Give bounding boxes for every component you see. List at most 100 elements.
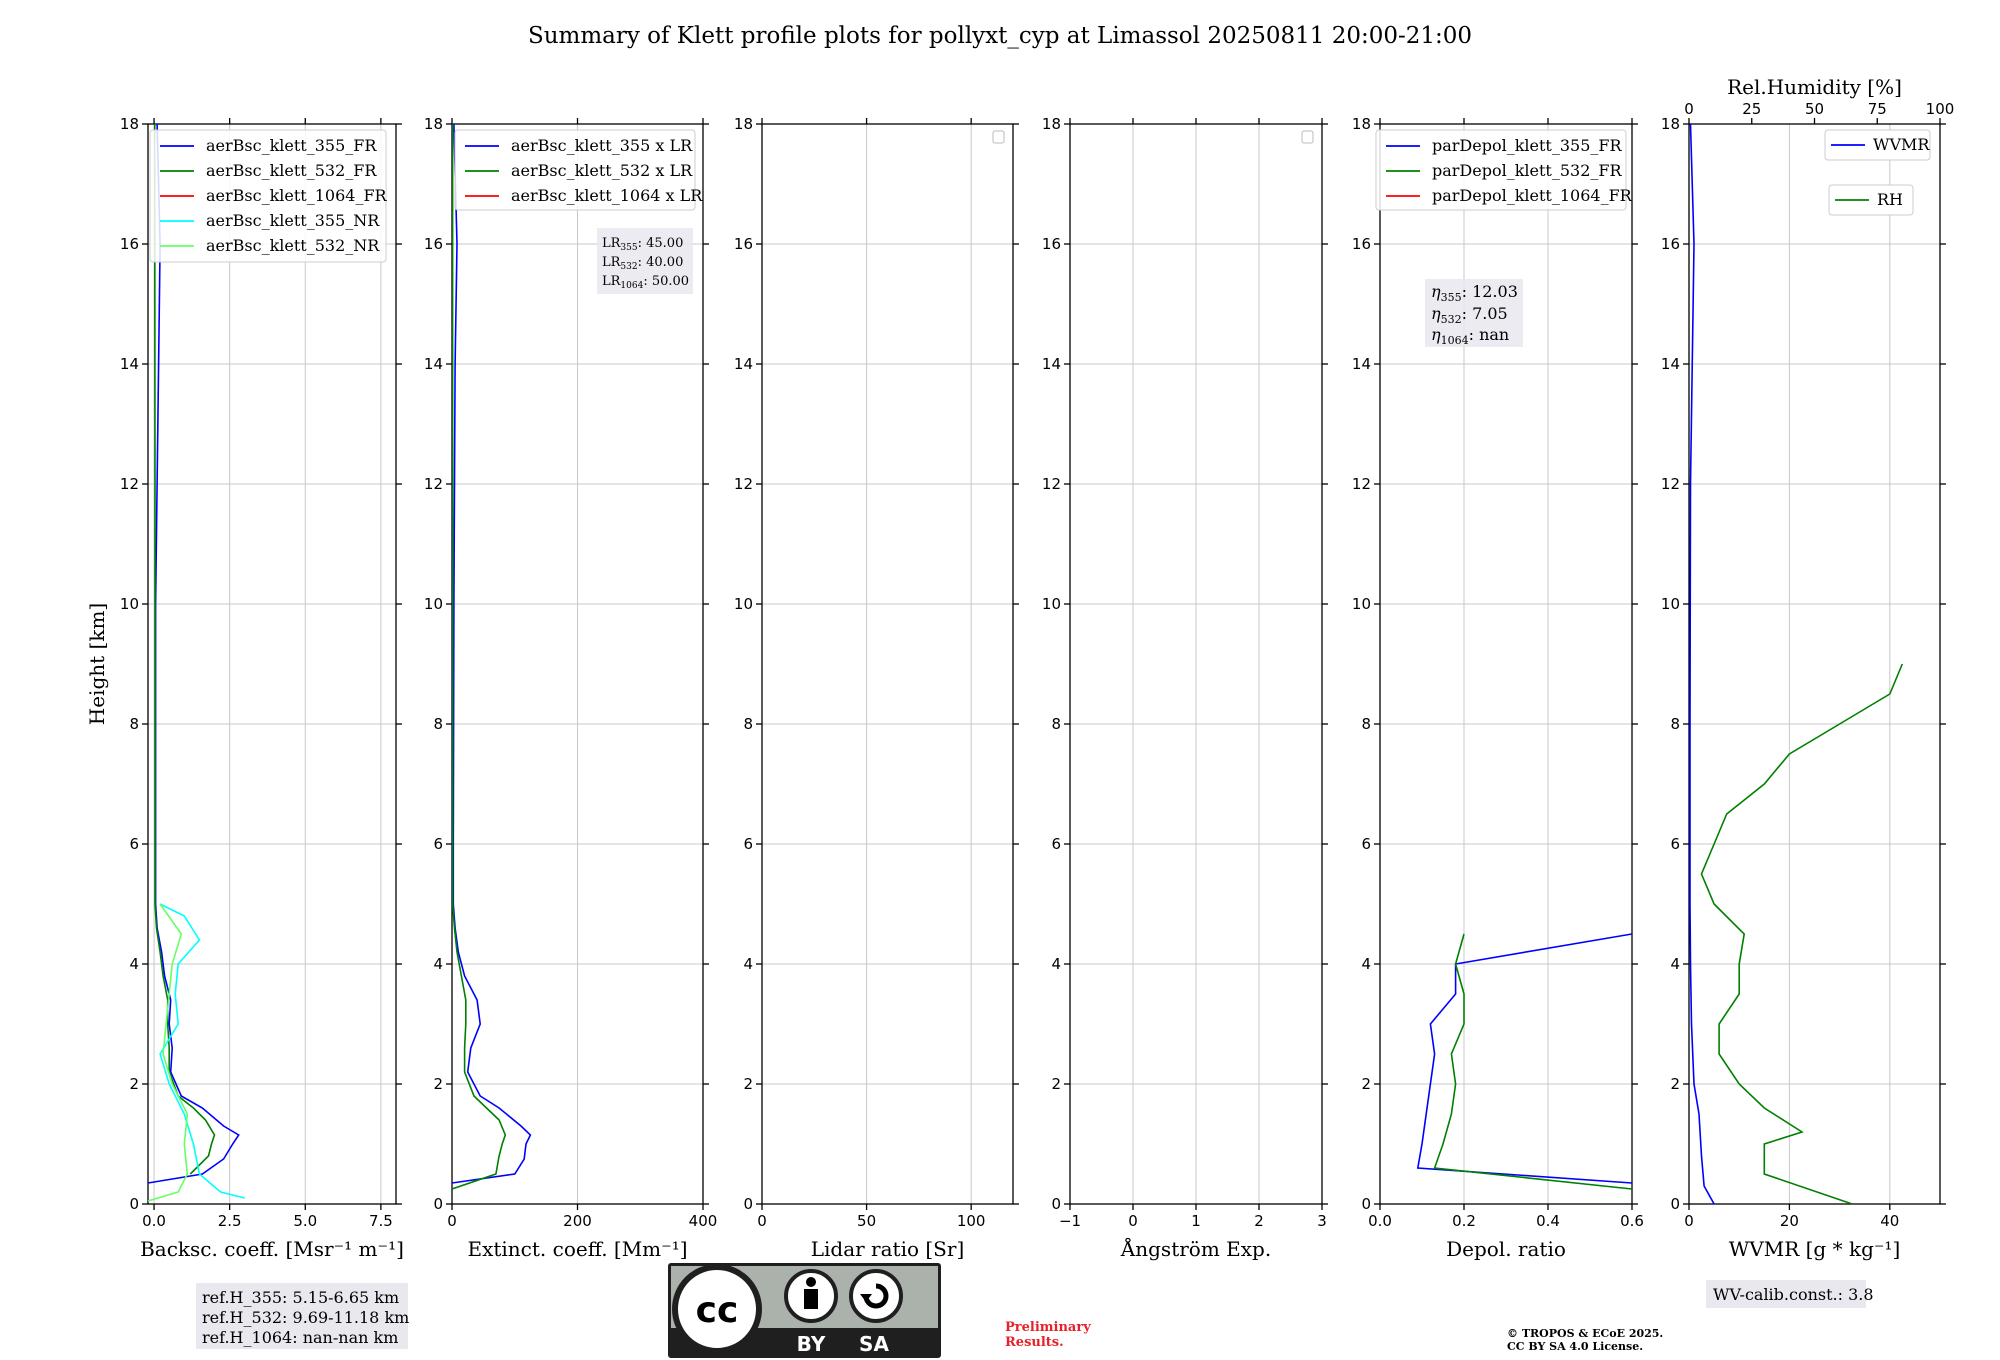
y-tick-label: 4 (1051, 955, 1061, 973)
y-tick-label: 0 (433, 1195, 443, 1213)
axes-frame (762, 124, 1013, 1204)
y-tick-label: 12 (1661, 475, 1680, 493)
empty-legend-box (1302, 131, 1313, 143)
y-tick-label: 6 (433, 835, 443, 853)
y-tick-label: 4 (743, 955, 753, 973)
y-tick-label: 4 (1670, 955, 1680, 973)
panel-lidar_ratio: 0 2 4 6 8 10 12 14 16 18 0 50 100 Lidar ratio [Sr] (734, 115, 1019, 1261)
empty-legend-box (993, 131, 1004, 143)
y-tick-label: 6 (129, 835, 139, 853)
y-tick-label: 12 (1352, 475, 1371, 493)
series-line-aerBsc_klett_355_FR (148, 124, 239, 1183)
y-tick-label: 4 (433, 955, 443, 973)
figure-title: Summary of Klett profile plots for polly… (528, 23, 1472, 49)
top-x-tick-label: 100 (1926, 100, 1955, 118)
top-x-tick-label: 0 (1684, 100, 1694, 118)
panel-wvmr: 0246810121416180 20 400 25 50 75 100Rel.Humidi… (1661, 75, 1954, 1261)
legend-label: aerBsc_klett_355_FR (206, 136, 377, 155)
top-x-axis-label: Rel.Humidity [%] (1727, 75, 1902, 99)
x-tick-label: −1 (1059, 1212, 1081, 1230)
ref-h-532: ref.H_532: 9.69-11.18 km (202, 1308, 409, 1327)
y-tick-label: 14 (424, 355, 443, 373)
x-tick-label: 0 (1128, 1212, 1138, 1230)
series-line-aerBsc_klett_355 x LR (452, 124, 530, 1183)
y-tick-label: 12 (424, 475, 443, 493)
y-tick-label: 2 (1361, 1075, 1371, 1093)
y-tick-label: 2 (743, 1075, 753, 1093)
x-tick-label: 1 (1191, 1212, 1201, 1230)
axes-frame (148, 124, 396, 1204)
y-tick-label: 12 (734, 475, 753, 493)
y-tick-label: 16 (1661, 235, 1680, 253)
x-tick-label: 7.5 (369, 1212, 393, 1230)
y-tick-label: 10 (1352, 595, 1371, 613)
series-line-parDepol_klett_355_FR (1418, 934, 1632, 1183)
top-x-tick-label: 25 (1742, 100, 1761, 118)
y-tick-label: 12 (1042, 475, 1061, 493)
legend-label: aerBsc_klett_1064 x LR (511, 186, 703, 205)
y-tick-label: 18 (1352, 115, 1371, 133)
series-line-WVMR (1690, 124, 1714, 1204)
y-tick-label: 2 (129, 1075, 139, 1093)
y-tick-label: 0 (1051, 1195, 1061, 1213)
x-tick-label: 0 (1684, 1212, 1694, 1230)
y-tick-label: 8 (743, 715, 753, 733)
y-tick-label: 16 (1352, 235, 1371, 253)
eta-355-value: : 12.03 (1462, 282, 1518, 301)
x-axis-label: Lidar ratio [Sr] (811, 1237, 965, 1261)
y-tick-label: 14 (1042, 355, 1061, 373)
cc-logo-text: cc (696, 1290, 739, 1331)
lr-532-value: : 40.00 (638, 255, 684, 270)
y-tick-label: 14 (1352, 355, 1371, 373)
y-tick-label: 16 (1042, 235, 1061, 253)
x-tick-label: 0.4 (1536, 1212, 1560, 1230)
y-tick-label: 8 (1361, 715, 1371, 733)
y-tick-label: 10 (424, 595, 443, 613)
x-tick-label: 0.2 (1452, 1212, 1476, 1230)
cc-license-badge: cc BY SA (668, 1263, 941, 1358)
x-axis-label: WVMR [g * kg⁻¹] (1729, 1237, 1901, 1261)
x-tick-label: 0 (757, 1212, 767, 1230)
lr-532-label: LR532: 40.00 (602, 255, 683, 272)
eta-532-value: : 7.05 (1462, 304, 1508, 323)
legend-label: aerBsc_klett_532_FR (206, 161, 377, 180)
y-tick-label: 8 (433, 715, 443, 733)
x-axis-label: Ångström Exp. (1120, 1236, 1271, 1261)
y-tick-label: 6 (1670, 835, 1680, 853)
y-tick-label: 8 (1051, 715, 1061, 733)
y-tick-label: 8 (1670, 715, 1680, 733)
y-tick-label: 14 (734, 355, 753, 373)
y-tick-label: 12 (120, 475, 139, 493)
x-tick-label: 40 (1880, 1212, 1899, 1230)
x-tick-label: 2 (1254, 1212, 1264, 1230)
legend-label: parDepol_klett_355_FR (1432, 136, 1623, 155)
y-tick-label: 18 (1042, 115, 1061, 133)
ref-height-box: ref.H_355: 5.15-6.65 km ref.H_532: 9.69-… (196, 1283, 409, 1349)
legend-RH: RH (1829, 185, 1913, 215)
x-axis-label: Depol. ratio (1446, 1237, 1566, 1261)
x-tick-label: 100 (957, 1212, 986, 1230)
legend-label: aerBsc_klett_1064_FR (206, 186, 388, 205)
y-tick-label: 0 (1670, 1195, 1680, 1213)
sa-label: SA (859, 1332, 889, 1356)
lidar-ratio-box: LR355: 45.00 LR532: 40.00 LR1064: 50.00 (597, 228, 693, 294)
y-tick-label: 0 (129, 1195, 139, 1213)
legend-label: parDepol_klett_1064_FR (1432, 186, 1633, 205)
y-tick-label: 14 (120, 355, 139, 373)
preliminary-line1: Preliminary (1005, 1320, 1091, 1335)
panel-backscatter: 0246810121416180.0 2.5 5.0 7.5Backsc. coeff… (85, 115, 404, 1261)
legend: parDepol_klett_355_FR parDepol_klett_532_… (1376, 130, 1633, 210)
sa-share-icon (851, 1271, 901, 1321)
by-label: BY (797, 1332, 826, 1356)
x-tick-label: 0.0 (142, 1212, 166, 1230)
wv-calib-box: WV-calib.const.: 3.8 (1706, 1280, 1874, 1308)
top-x-tick-label: 50 (1805, 100, 1824, 118)
y-tick-label: 4 (1361, 955, 1371, 973)
wv-calib-const: WV-calib.const.: 3.8 (1713, 1285, 1874, 1304)
y-tick-label: 4 (129, 955, 139, 973)
lr-1064-value: : 50.00 (643, 274, 689, 289)
legend-label: aerBsc_klett_532 x LR (511, 161, 693, 180)
x-tick-label: 20 (1780, 1212, 1799, 1230)
y-axis-label: Height [km] (85, 603, 109, 725)
preliminary-line2: Results. (1005, 1335, 1064, 1350)
